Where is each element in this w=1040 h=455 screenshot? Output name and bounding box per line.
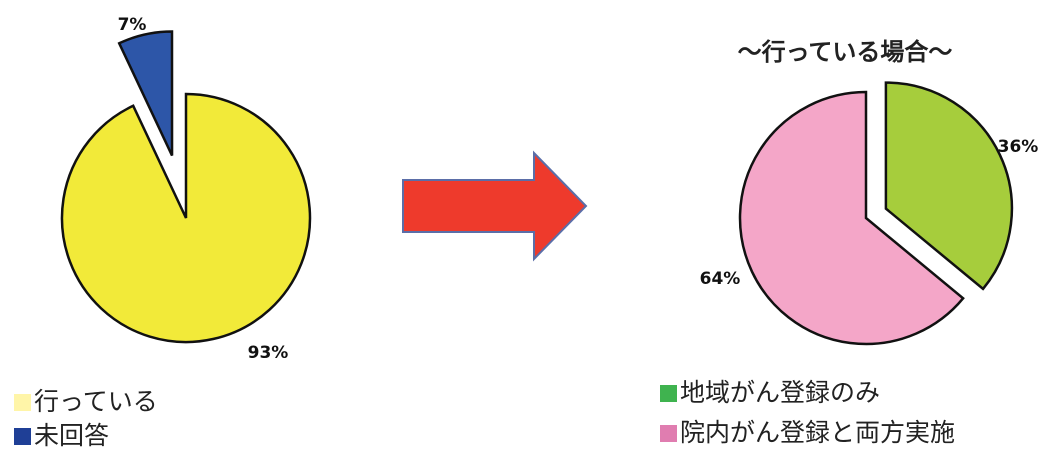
legend-label-noanswer: 未回答 — [34, 421, 110, 450]
pie-chart-left: 93% 7% — [60, 15, 312, 363]
legend-left: 行っている 未回答 — [14, 385, 158, 453]
pie-right-title: 〜行っている場合〜 — [738, 38, 953, 66]
legend-swatch-both — [660, 424, 677, 442]
legend-swatch-noanswer — [14, 427, 31, 445]
legend-swatch-regional-only — [660, 384, 677, 402]
pie-right-label-regional-only: 36% — [998, 137, 1039, 157]
pie-slice-right-regional-only — [884, 81, 1014, 291]
pie-chart-right: 〜行っている場合〜 36% 64% — [700, 38, 1039, 346]
pie-left-label-yes: 93% — [248, 343, 289, 363]
legend-item: 地域がん登録のみ — [660, 373, 955, 413]
right-arrow — [402, 150, 588, 262]
legend-item: 院内がん登録と両方実施 — [660, 413, 955, 453]
legend-label-yes: 行っている — [34, 387, 158, 416]
pie-slice-left-yes — [60, 92, 312, 344]
legend-label-both: 院内がん登録と両方実施 — [680, 418, 956, 447]
legend-item: 未回答 — [14, 419, 158, 453]
pie-slice-right-both — [738, 90, 965, 346]
pie-left-label-noanswer: 7% — [118, 15, 147, 35]
legend-item: 行っている — [14, 385, 158, 419]
pie-slice-left-noanswer — [117, 30, 174, 157]
legend-label-regional-only: 地域がん登録のみ — [680, 378, 881, 407]
pie-right-label-both: 64% — [700, 269, 741, 289]
legend-right: 地域がん登録のみ 院内がん登録と両方実施 — [660, 373, 955, 453]
legend-swatch-yes — [14, 393, 31, 411]
